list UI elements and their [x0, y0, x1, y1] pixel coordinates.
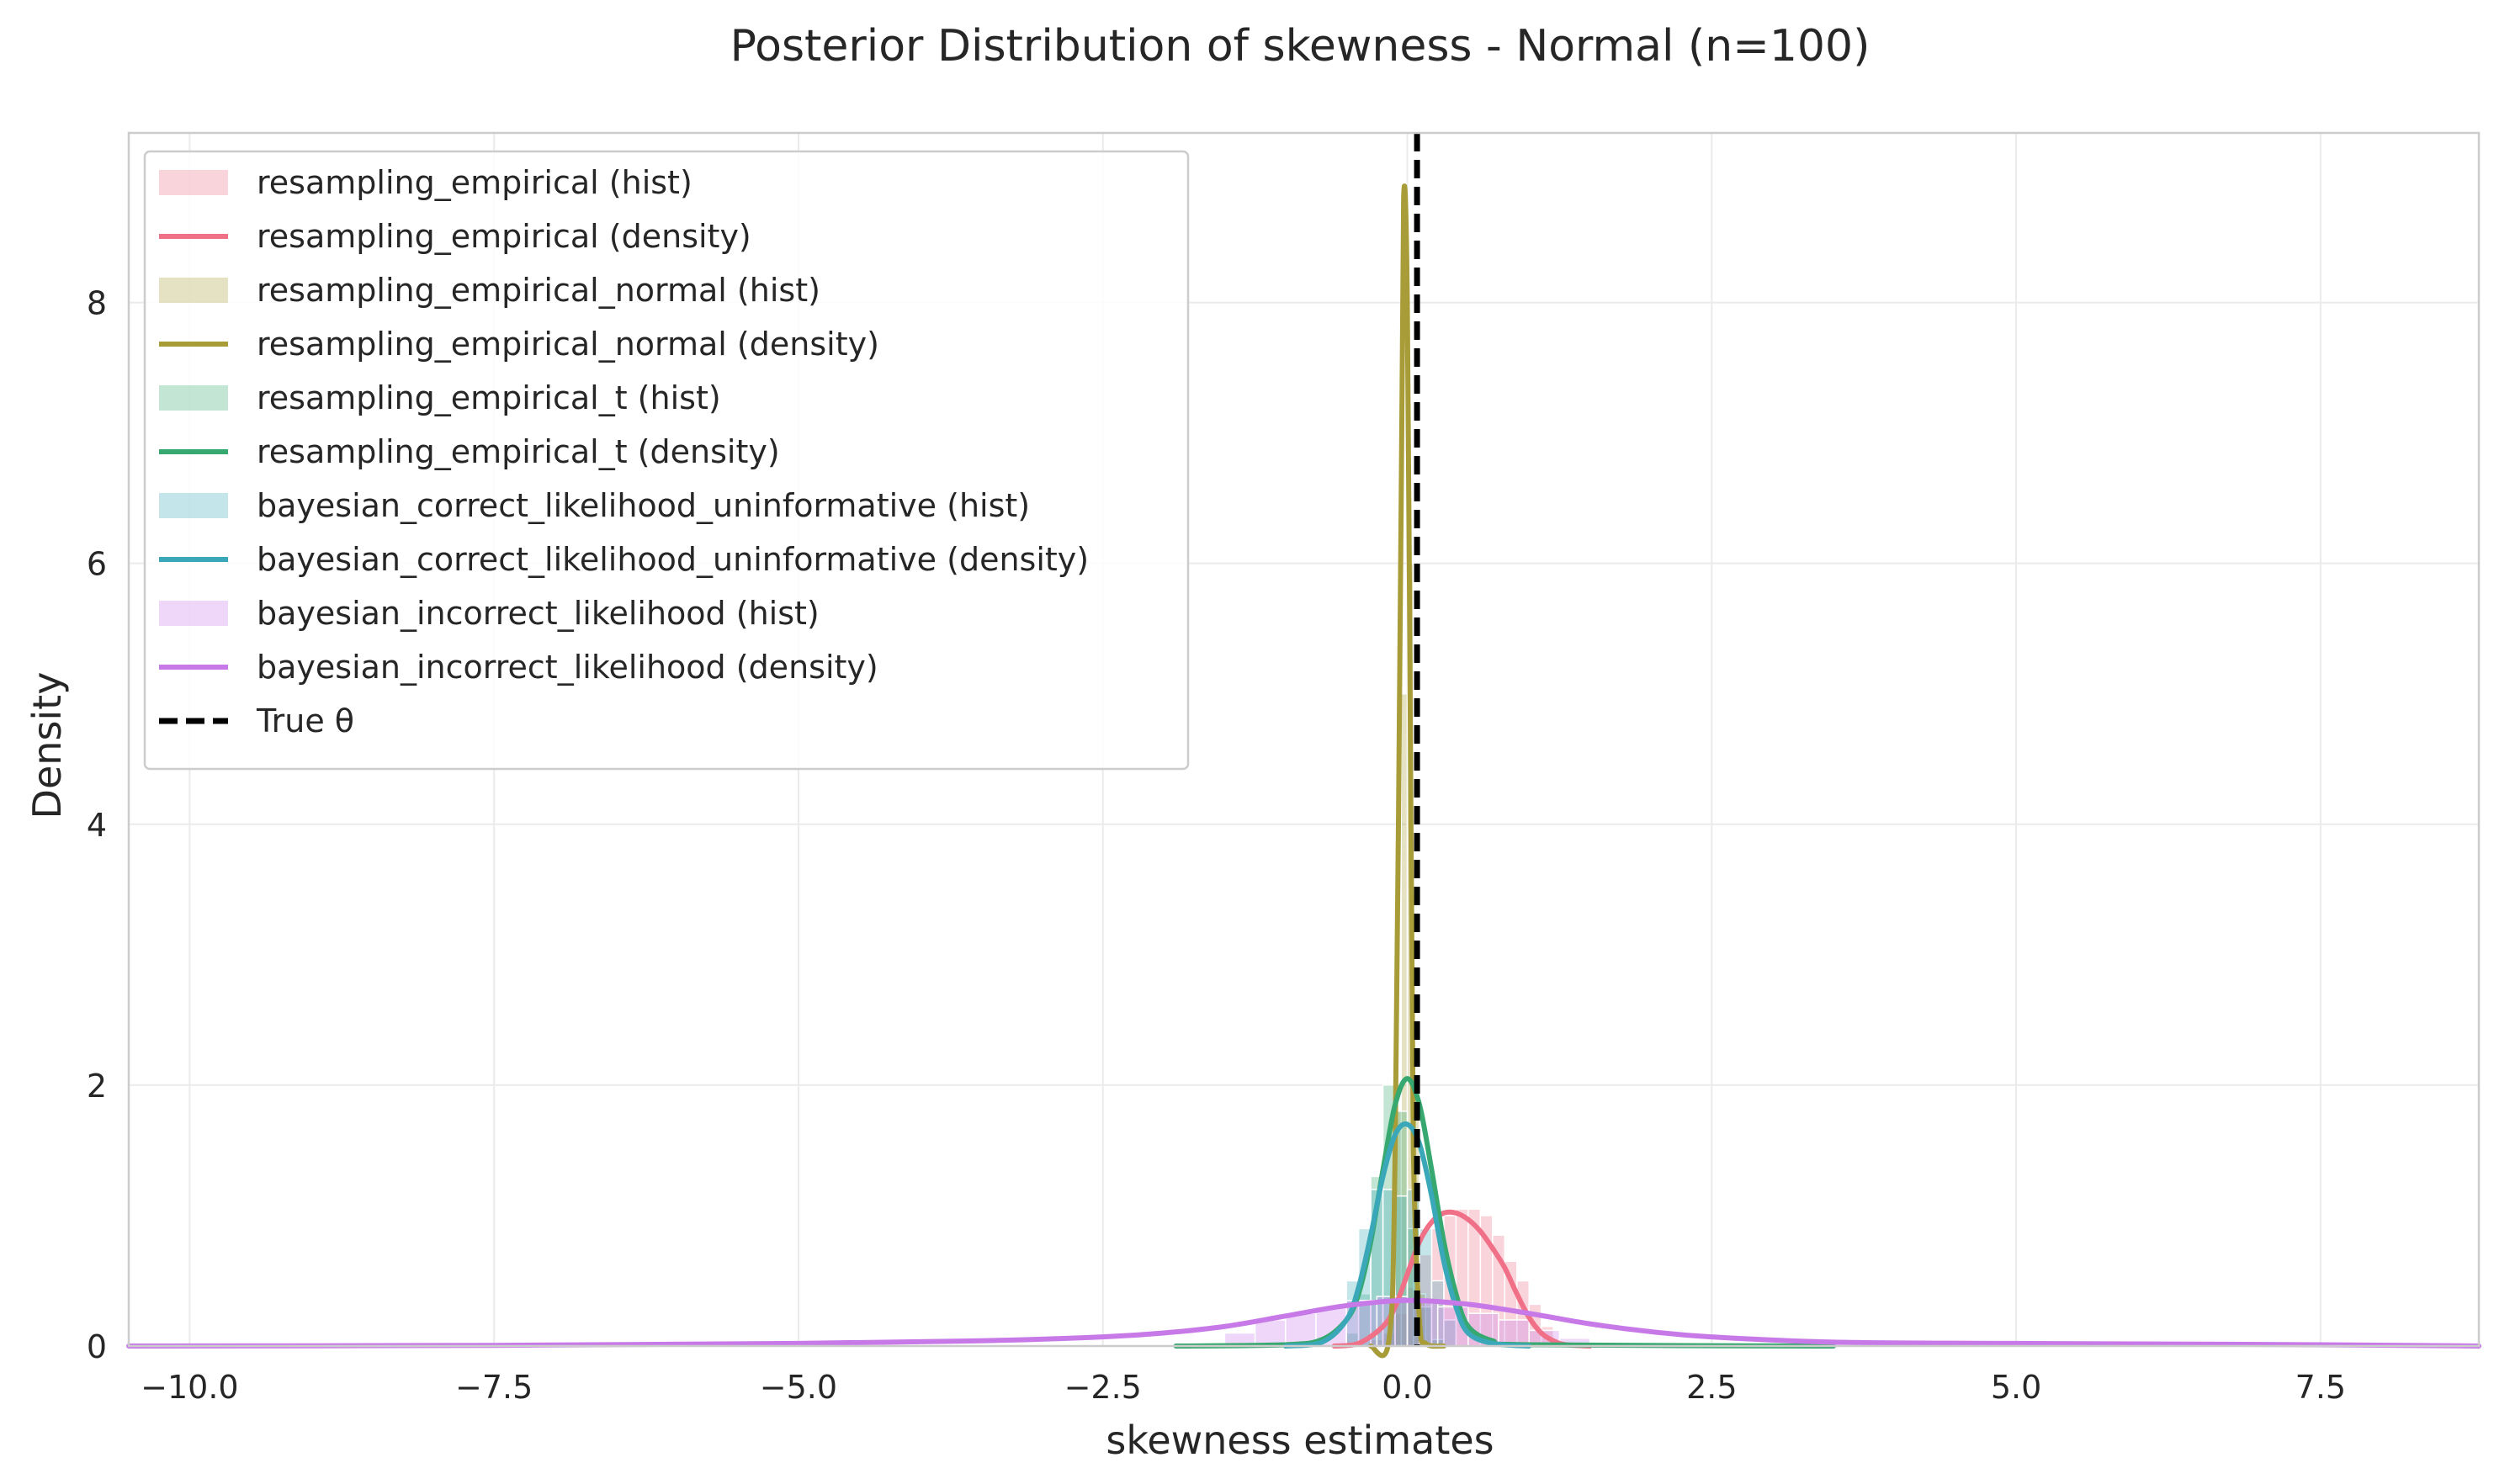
legend-label: bayesian_correct_likelihood_uninformativ… [257, 487, 1030, 524]
x-tick-label: 0.0 [1382, 1369, 1432, 1406]
x-tick-label: 5.0 [1991, 1369, 2041, 1406]
y-tick-label: 0 [87, 1328, 107, 1365]
density-layer [126, 183, 2481, 1359]
y-tick-label: 2 [87, 1068, 107, 1105]
legend-swatch-resampling-empirical-normal-hist [159, 278, 228, 303]
legend-label: resampling_empirical_normal (density) [257, 326, 879, 363]
density-line-bayesian-correct-likelihood-uninformative [1282, 1121, 1532, 1349]
y-axis-ticks: 0 2 4 6 8 [87, 285, 107, 1365]
hist-bar-bayesian-incorrect-likelihood [1254, 1319, 1287, 1347]
legend-label: bayesian_incorrect_likelihood (hist) [257, 595, 820, 632]
legend-swatch-resampling-empirical-hist [159, 170, 228, 195]
legend-label: resampling_empirical_t (density) [257, 433, 780, 470]
density-line-resampling-empirical-normal [1368, 183, 1446, 1359]
x-tick-label: 7.5 [2295, 1369, 2346, 1406]
legend-label: resampling_empirical (density) [257, 218, 751, 255]
x-tick-label: −2.5 [1064, 1369, 1142, 1406]
hist-bar-bayesian-incorrect-likelihood [1498, 1319, 1530, 1347]
chart-title: Posterior Distribution of skewness - Nor… [730, 21, 1870, 72]
legend-swatch-bayesian-incorrect-likelihood-hist [159, 601, 228, 626]
legend-swatch-resampling-empirical-t-hist [159, 385, 228, 411]
x-tick-label: −5.0 [760, 1369, 837, 1406]
legend: resampling_empirical (hist) resampling_em… [143, 150, 1190, 771]
legend-box [143, 150, 1190, 771]
y-tick-label: 6 [87, 546, 107, 583]
legend-label: True θ [256, 702, 354, 739]
legend-label: bayesian_correct_likelihood_uninformativ… [257, 541, 1089, 578]
x-axis-label: skewness estimates [1106, 1418, 1494, 1463]
legend-swatch-bayesian-correct-likelihood-uninformative-hist [159, 493, 228, 518]
legend-label: resampling_empirical_normal (hist) [257, 272, 820, 309]
legend-label: resampling_empirical (hist) [257, 164, 692, 201]
y-tick-label: 4 [87, 807, 107, 844]
legend-label: resampling_empirical_t (hist) [257, 379, 721, 416]
density-line-resampling-empirical [1331, 1209, 1593, 1349]
x-tick-label: −10.0 [141, 1369, 238, 1406]
density-line-bayesian-incorrect-likelihood [126, 1297, 2481, 1349]
y-axis-label: Density [24, 672, 70, 819]
x-tick-label: −7.5 [455, 1369, 533, 1406]
x-axis-ticks: −10.0 −7.5 −5.0 −2.5 0.0 2.5 5.0 7.5 [141, 1369, 2346, 1406]
y-tick-label: 8 [87, 285, 107, 322]
plot-frame [127, 131, 2481, 1348]
x-tick-label: 2.5 [1686, 1369, 1737, 1406]
legend-label: bayesian_incorrect_likelihood (density) [257, 649, 878, 686]
